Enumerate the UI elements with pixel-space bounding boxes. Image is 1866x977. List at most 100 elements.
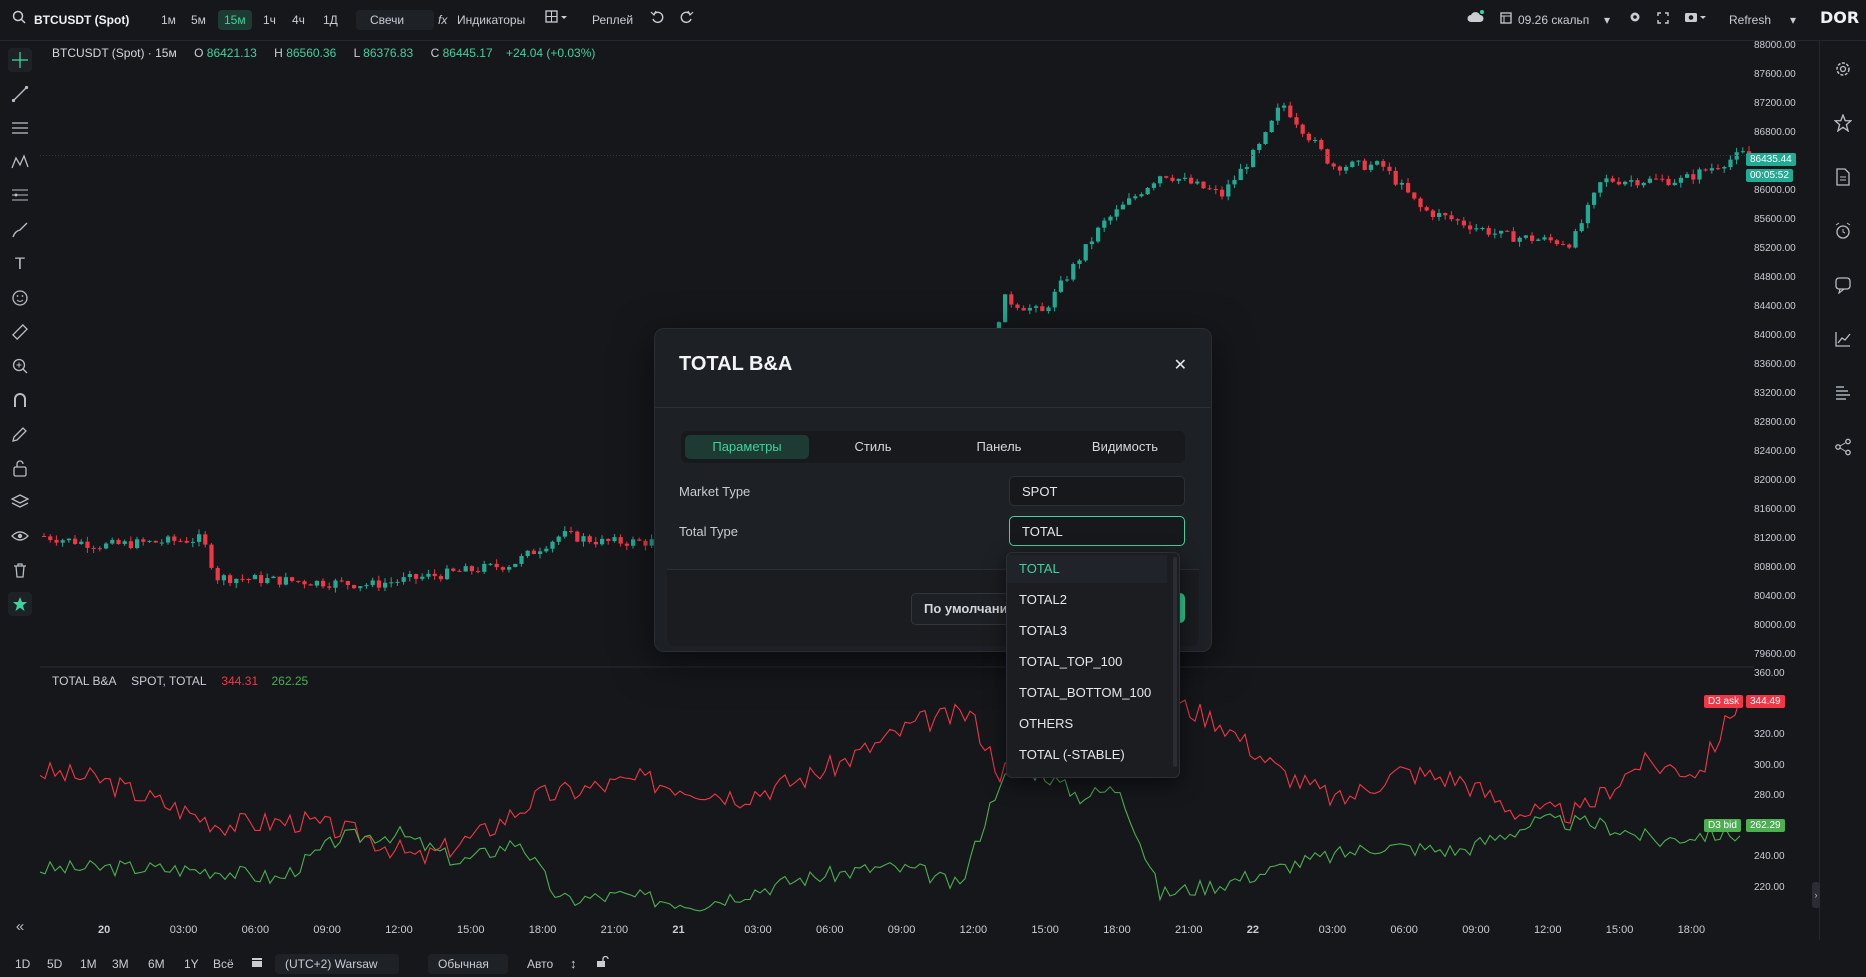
alert-clock-icon[interactable] [1832,220,1854,242]
ask-tag: D3 ask [1704,695,1744,708]
range-3m[interactable]: 3M [112,957,129,971]
fib-icon[interactable] [8,184,32,208]
option-total2[interactable]: TOTAL2 [1019,592,1067,607]
refresh-button[interactable]: Refresh [1729,13,1772,27]
auto-button[interactable]: Авто [527,957,554,971]
time-tick-label: 03:00 [1318,924,1347,936]
option-others[interactable]: OTHERS [1019,716,1074,731]
tab-visibility[interactable]: Видимость [1091,439,1159,454]
chevron-down-icon[interactable]: ▾ [1790,13,1797,27]
interval-1m[interactable]: 1м [161,13,176,27]
interval-4h[interactable]: 4ч [292,13,305,27]
replay-button[interactable]: Реплей [592,13,634,27]
chevron-down-icon[interactable]: ▾ [1604,13,1611,27]
lock-icon[interactable] [8,456,32,480]
option-total-bottom-100[interactable]: TOTAL_BOTTOM_100 [1019,685,1152,700]
range-all[interactable]: Всё [213,957,234,971]
fx-icon: fx [438,13,448,27]
time-tick-label: 15:00 [1031,924,1059,936]
option-total-stable[interactable]: TOTAL (-STABLE) [1019,747,1125,762]
legend-title[interactable]: BTCUSDT (Spot) · 15м [52,46,177,60]
unlock-icon[interactable] [596,954,610,974]
cloud-icon[interactable] [1467,10,1485,30]
layers-icon[interactable] [8,490,32,514]
price-axis[interactable]: 88000.0087600.0087200.0086800.0086400.00… [1754,40,1814,660]
price-tick-label: 81200.00 [1754,533,1796,544]
price-tick-label: 82400.00 [1754,446,1796,457]
chat-icon[interactable] [1832,274,1854,296]
tab-parameters[interactable]: Параметры [685,435,809,459]
fullscreen-icon[interactable] [1657,10,1669,30]
trend-line-icon[interactable] [8,82,32,106]
price-tick-label: 86800.00 [1754,127,1796,138]
interval-1h[interactable]: 1ч [263,13,276,27]
option-total[interactable]: TOTAL [1007,555,1167,583]
time-tick-label: 12:00 [959,924,988,936]
calendar-icon[interactable] [251,954,263,974]
interval-15m[interactable]: 15м [218,10,252,30]
interval-5m[interactable]: 5м [191,13,206,27]
star-icon[interactable] [8,592,32,616]
timezone-button[interactable]: (UTC+2) Warsaw [275,954,399,974]
crosshair-icon[interactable] [8,48,32,72]
low-label: L [353,46,360,60]
pencil-lock-icon[interactable] [8,422,32,446]
close-icon[interactable]: ✕ [1173,357,1187,374]
search-icon[interactable] [12,10,26,30]
layout-grid-icon[interactable] [545,10,567,30]
pattern-icon[interactable] [8,150,32,174]
watchlist-star-icon[interactable] [1832,112,1854,134]
indicators-button[interactable]: Индикаторы [457,13,526,27]
logo: DOR [1820,8,1860,27]
time-tick-label: 22 [1246,924,1260,936]
brush-icon[interactable] [8,218,32,242]
collapse-icon[interactable]: « [15,917,25,935]
settings-icon[interactable] [1832,58,1854,80]
total-type-select[interactable]: TOTAL [1009,516,1185,546]
symbol-label[interactable]: BTCUSDT (Spot) [34,13,130,27]
order-book-icon[interactable] [1832,382,1854,404]
interval-1d[interactable]: 1Д [323,13,338,27]
range-1m[interactable]: 1M [80,957,97,971]
chart-line-icon[interactable] [1832,328,1854,350]
price-tick-label: 83600.00 [1754,359,1796,370]
ask-value: 344.31 [221,674,259,688]
range-6m[interactable]: 6M [148,957,165,971]
redo-icon[interactable] [680,10,694,30]
market-type-select[interactable]: SPOT [1009,476,1185,506]
tab-panel[interactable]: Панель [976,439,1022,454]
total-type-label: Total Type [679,524,739,539]
share-icon[interactable] [1832,436,1854,458]
magnet-icon[interactable] [8,388,32,412]
time-tick-label: 12:00 [1534,924,1562,936]
option-total3[interactable]: TOTAL3 [1019,623,1067,638]
text-icon[interactable]: T [14,254,26,273]
range-5d[interactable]: 5D [47,957,63,971]
eye-icon[interactable] [8,524,32,548]
layout-name[interactable]: 09.26 скальп [1518,13,1590,27]
option-total-top-100[interactable]: TOTAL_TOP_100 [1019,654,1123,669]
camera-icon[interactable] [1684,10,1708,30]
scale-arrows-icon[interactable]: ↕ [570,956,577,971]
range-1y[interactable]: 1Y [184,957,199,971]
layout-icon[interactable] [1500,10,1512,30]
gear-icon[interactable] [1628,10,1642,30]
ruler-icon[interactable] [8,320,32,344]
horizontal-lines-icon[interactable] [8,116,32,140]
tab-style[interactable]: Стиль [854,439,892,454]
scale-mode-button[interactable]: Обычная [428,954,508,974]
indicator-tick-label: 320.00 [1754,729,1785,740]
dropdown-scrollbar[interactable] [1173,557,1177,767]
emoji-icon[interactable] [8,286,32,310]
time-tick-label: 06:00 [816,924,844,936]
indicator-name[interactable]: TOTAL B&A [52,674,116,688]
expand-handle[interactable]: › [1812,882,1820,908]
time-tick-label: 09:00 [1462,924,1490,936]
undo-icon[interactable] [650,10,664,30]
zoom-icon[interactable] [8,354,32,378]
trash-icon[interactable] [8,558,32,582]
document-icon[interactable] [1832,166,1854,188]
chart-type-button[interactable]: Свечи [356,10,434,30]
range-1d[interactable]: 1D [15,957,31,971]
price-tick-label: 84400.00 [1754,301,1796,312]
